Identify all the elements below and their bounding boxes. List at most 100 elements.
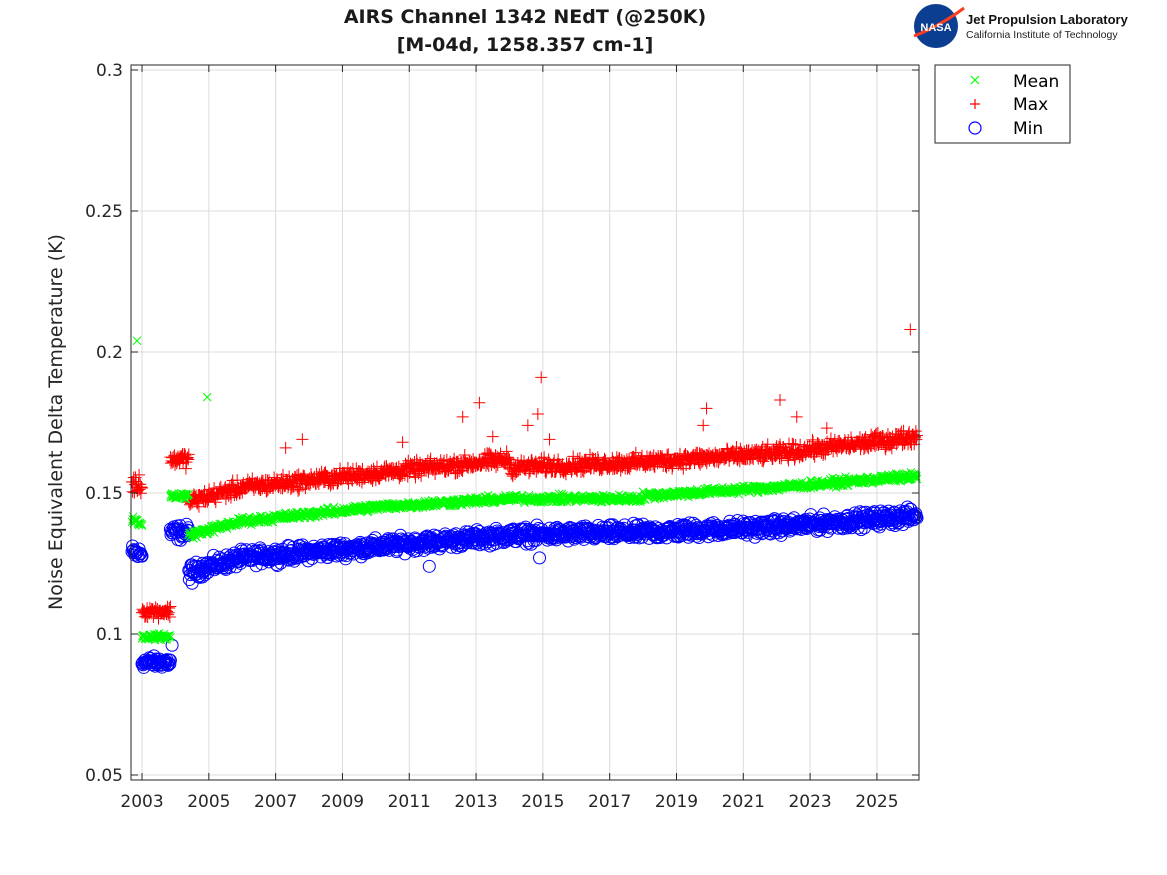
mean-outlier-point	[202, 392, 212, 402]
max-outlier-point	[774, 393, 787, 406]
x-tick-label: 2009	[321, 792, 364, 812]
max-outlier-point	[790, 410, 803, 423]
max-point	[515, 454, 528, 467]
data-layer	[125, 323, 924, 674]
max-point	[666, 462, 679, 475]
y-tick-label: 0.05	[85, 766, 123, 786]
max-outlier-point	[535, 371, 548, 384]
max-point	[201, 495, 214, 508]
y-tick-label: 0.1	[96, 625, 123, 645]
legend-max-label: Max	[1013, 95, 1048, 115]
min-point	[910, 511, 924, 525]
min-point	[643, 520, 657, 534]
legend-mean-label: Mean	[1013, 72, 1059, 92]
y-tick-label: 0.2	[96, 343, 123, 363]
mean-point	[184, 489, 194, 499]
max-point	[415, 469, 428, 482]
max-point	[761, 438, 774, 451]
chart-title-line2: [M-04d, 1258.357 cm-1]	[397, 34, 654, 56]
x-tick-label: 2005	[187, 792, 230, 812]
min-point	[135, 549, 149, 563]
max-point	[136, 481, 149, 494]
legend-min-label: Min	[1013, 119, 1043, 139]
max-point	[490, 461, 503, 474]
mean-point	[137, 519, 146, 529]
max-point	[807, 448, 820, 461]
max-point	[280, 473, 293, 486]
max-outlier-point	[697, 419, 710, 432]
max-point	[897, 424, 910, 437]
max-point	[231, 474, 244, 487]
max-point	[635, 449, 648, 462]
min-outlier-point	[185, 576, 199, 590]
max-point	[819, 448, 832, 461]
max-outlier-point	[904, 323, 917, 336]
max-point	[163, 610, 176, 623]
max-point	[586, 452, 599, 465]
x-tick-label: 2013	[454, 792, 497, 812]
max-point	[775, 452, 788, 465]
max-point	[163, 602, 176, 615]
y-tick-label: 0.25	[85, 202, 123, 222]
x-tick-label: 2007	[254, 792, 297, 812]
x-tick-label: 2021	[722, 792, 765, 812]
max-point	[405, 460, 418, 473]
grid	[131, 65, 919, 780]
max-point	[808, 450, 821, 463]
max-point	[133, 468, 146, 481]
max-outlier-point	[396, 436, 409, 449]
max-point	[230, 488, 243, 501]
max-outlier-point	[279, 441, 292, 454]
max-point	[182, 448, 195, 461]
max-outlier-point	[820, 422, 833, 435]
max-point	[135, 480, 148, 493]
max-point	[164, 600, 177, 613]
y-tick-label: 0.3	[96, 61, 123, 81]
x-tick-label: 2015	[521, 792, 564, 812]
max-point	[501, 451, 514, 464]
max-outlier-point	[543, 433, 556, 446]
max-point	[908, 438, 921, 451]
max-outlier-point	[700, 402, 713, 415]
mean-point	[137, 521, 147, 530]
x-tick-label: 2003	[120, 792, 163, 812]
x-tick-label: 2017	[588, 792, 631, 812]
max-outlier-point	[486, 430, 499, 443]
min-point	[731, 513, 745, 527]
max-point	[786, 437, 799, 450]
max-point	[182, 453, 195, 466]
max-point	[367, 462, 380, 475]
y-tick-label: 0.15	[85, 484, 123, 504]
max-outlier-point	[296, 433, 309, 446]
nasa-badge-text: NASA	[920, 22, 951, 34]
max-point	[411, 457, 424, 470]
mean-outlier-point	[132, 336, 142, 346]
x-tick-label: 2025	[855, 792, 898, 812]
max-point	[137, 604, 150, 617]
max-outlier-point	[456, 410, 469, 423]
max-point	[162, 608, 175, 621]
max-point	[191, 497, 204, 510]
max-point	[502, 452, 515, 465]
mean-point	[166, 632, 175, 642]
max-point	[179, 462, 192, 475]
max-point	[219, 493, 232, 506]
legend: Mean Max Min	[934, 64, 1071, 144]
max-point	[192, 500, 205, 513]
logo-title: Jet Propulsion Laboratory	[966, 12, 1129, 27]
mean-point	[165, 630, 175, 640]
nasa-swoosh-icon	[913, 6, 965, 38]
logo-subtitle: California Institute of Technology	[966, 29, 1118, 41]
max-outlier-point	[531, 408, 544, 421]
max-outlier-point	[521, 419, 534, 432]
max-point	[559, 468, 572, 481]
min-outlier-point	[533, 551, 547, 565]
y-axis-label: Noise Equivalent Delta Temperature (K)	[45, 234, 67, 610]
max-point	[580, 455, 593, 468]
max-point	[455, 464, 468, 477]
axes-ticks: 2003 2005 2007 2009 2011 2013 2015 2017 2019 2021…	[85, 61, 919, 812]
max-point	[458, 449, 471, 462]
min-outlier-point	[422, 559, 436, 573]
max-point	[181, 451, 194, 464]
max-point	[500, 445, 513, 458]
